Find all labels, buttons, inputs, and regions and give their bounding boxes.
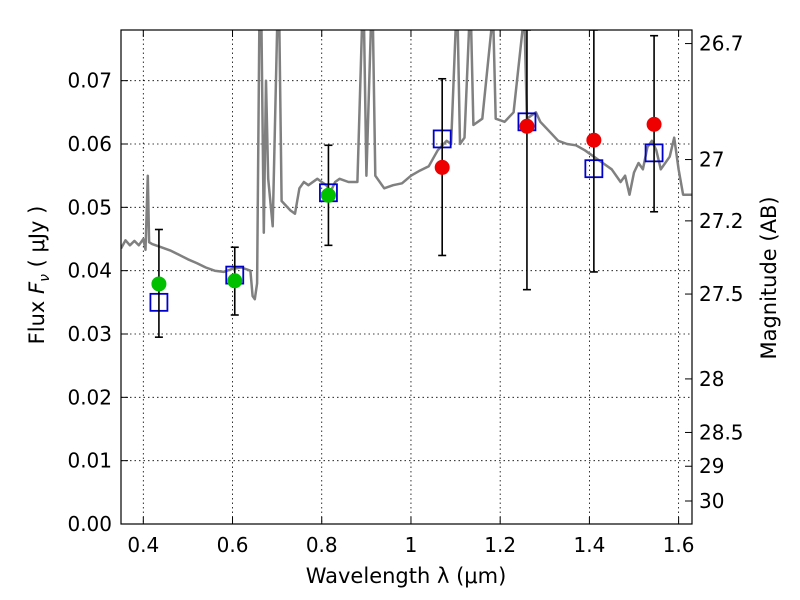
- observed-flux-point: [227, 273, 243, 289]
- y2-axis-label: Magnitude (AB): [757, 196, 781, 359]
- observed-flux-point: [586, 132, 602, 148]
- observed-flux-point: [320, 187, 336, 203]
- y-tick-label: 0.01: [67, 449, 112, 473]
- y-axis-label-subscript: ν: [37, 274, 53, 282]
- x-tick-label: 1.6: [663, 533, 695, 557]
- y-tick-label: 0.02: [67, 385, 112, 409]
- y-tick-label: 0.06: [67, 132, 112, 156]
- y-tick-label: 0.03: [67, 322, 112, 346]
- x-tick-label: 0.6: [217, 533, 249, 557]
- y-axis-label-symbol: F: [25, 281, 49, 294]
- x-tick-label: 0.8: [306, 533, 338, 557]
- y2-tick-label: 27.5: [699, 282, 744, 306]
- plot-frame: [120, 29, 693, 525]
- observed-flux-point: [646, 116, 662, 132]
- y-tick-label: 0.07: [67, 69, 112, 93]
- x-axis-label: Wavelength λ (μm): [306, 564, 507, 588]
- y2-tick-label: 28.5: [699, 420, 744, 444]
- x-tick-label: 1: [405, 533, 418, 557]
- axis-ticks: 0.4 0.6 0.8 1 1.2 1.4 1.6 0.00 0.01 0.02 0.03 0.04 0…: [67, 30, 744, 557]
- y2-tick-label: 28: [699, 367, 724, 391]
- observed-flux-point: [151, 276, 167, 292]
- y2-tick-label: 29: [699, 454, 724, 478]
- y2-tick-label: 26.7: [699, 32, 744, 56]
- observed-flux-point: [434, 159, 450, 175]
- y2-tick-label: 27.2: [699, 209, 744, 233]
- y-tick-label: 0.05: [67, 195, 112, 219]
- y-tick-label: 0.04: [67, 259, 112, 283]
- y2-tick-label: 30: [699, 489, 724, 513]
- x-tick-label: 1.2: [484, 533, 516, 557]
- sed-model-line: [121, 30, 692, 301]
- x-tick-label: 1.4: [573, 533, 605, 557]
- y-axis-label-unit: ( μJy ): [25, 206, 49, 274]
- observed-flux-point: [519, 118, 535, 134]
- y2-tick-label: 27: [699, 148, 724, 172]
- y-axis-label-prefix: Flux: [25, 294, 49, 344]
- y-axis-label: Flux Fν ( μJy ): [25, 206, 53, 345]
- grid-lines: [121, 30, 692, 525]
- plot-area: [121, 30, 692, 338]
- y-tick-label: 0.00: [67, 512, 112, 536]
- x-tick-label: 0.4: [127, 533, 159, 557]
